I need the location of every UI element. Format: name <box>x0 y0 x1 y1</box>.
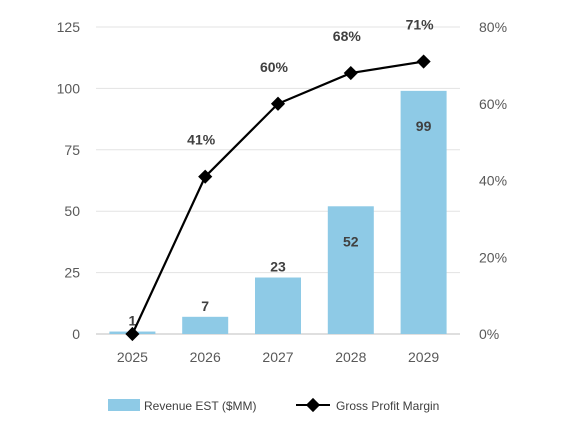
x-tick-label: 2028 <box>335 349 366 365</box>
right-tick-label: 60% <box>479 96 507 112</box>
revenue-bars <box>109 90 447 334</box>
margin-point <box>125 326 140 342</box>
revenue-bar <box>327 206 374 334</box>
right-tick-label: 20% <box>479 249 507 265</box>
x-tick-label: 2029 <box>408 349 439 365</box>
revenue-bar-label: 7 <box>201 298 209 314</box>
revenue-bar <box>255 277 301 334</box>
x-tick-label: 2025 <box>117 349 148 365</box>
legend-swatch-margin-marker <box>305 397 321 413</box>
left-axis: 0 25 50 75 100 125 <box>57 19 81 342</box>
margin-label: 41% <box>187 132 216 148</box>
revenue-bar <box>182 316 229 334</box>
revenue-bar-labels: 1 7 23 52 99 <box>129 118 432 329</box>
right-tick-label: 80% <box>479 19 507 35</box>
gridlines <box>96 26 460 335</box>
revenue-bar-label: 99 <box>416 118 432 134</box>
left-tick-label: 25 <box>64 265 80 281</box>
right-tick-label: 0% <box>479 326 499 342</box>
right-axis: 0% 20% 40% 60% 80% <box>479 19 507 342</box>
left-tick-label: 125 <box>57 19 81 35</box>
left-tick-label: 75 <box>64 142 80 158</box>
margin-point <box>270 96 286 111</box>
legend-label-margin: Gross Profit Margin <box>336 399 439 413</box>
revenue-bar-label: 1 <box>129 313 137 329</box>
revenue-bar-label: 52 <box>343 233 359 249</box>
margin-labels: 41% 60% 68% 71% <box>187 17 434 148</box>
left-tick-label: 0 <box>72 326 80 342</box>
legend-label-revenue: Revenue EST ($MM) <box>144 399 256 413</box>
x-tick-label: 2027 <box>262 349 293 365</box>
margin-label: 68% <box>333 28 362 44</box>
legend-swatch-revenue <box>108 399 140 411</box>
left-tick-label: 50 <box>64 203 80 219</box>
x-axis: 2025 2026 2027 2028 2029 <box>117 349 440 365</box>
margin-point <box>416 54 431 69</box>
margin-point <box>343 65 358 81</box>
margin-point <box>198 169 213 184</box>
legend: Revenue EST ($MM) Gross Profit Margin <box>108 397 439 413</box>
x-tick-label: 2026 <box>190 349 221 365</box>
left-tick-label: 100 <box>57 80 81 96</box>
revenue-bar <box>400 90 447 334</box>
revenue-bar-label: 23 <box>270 259 286 275</box>
right-tick-label: 40% <box>479 173 507 189</box>
margin-label: 60% <box>260 59 289 75</box>
margin-label: 71% <box>406 17 435 33</box>
